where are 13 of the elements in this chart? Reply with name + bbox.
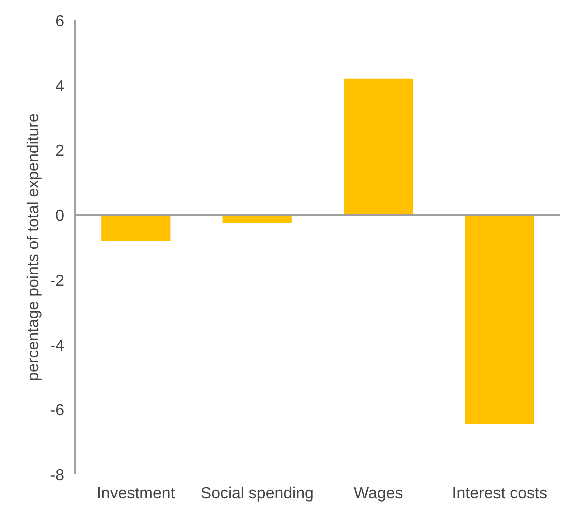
y-tick-label: 4 [56, 78, 65, 96]
x-tick-label: Wages [354, 486, 404, 502]
y-tick-label: -4 [50, 338, 65, 355]
x-tick-label: Interest costs [452, 486, 548, 502]
y-tick-label: -2 [50, 272, 65, 290]
y-tick-label: -6 [50, 402, 65, 420]
y-axis-title: percentage points of total expenditure [25, 114, 42, 382]
y-tick-label: -8 [50, 468, 65, 484]
x-tick-label: Investment [96, 486, 176, 502]
y-tick-label: 6 [56, 14, 65, 30]
y-tick-label: 0 [56, 208, 65, 226]
y-tick-label: 2 [56, 143, 65, 160]
x-tick-label: Social spending [200, 486, 314, 502]
